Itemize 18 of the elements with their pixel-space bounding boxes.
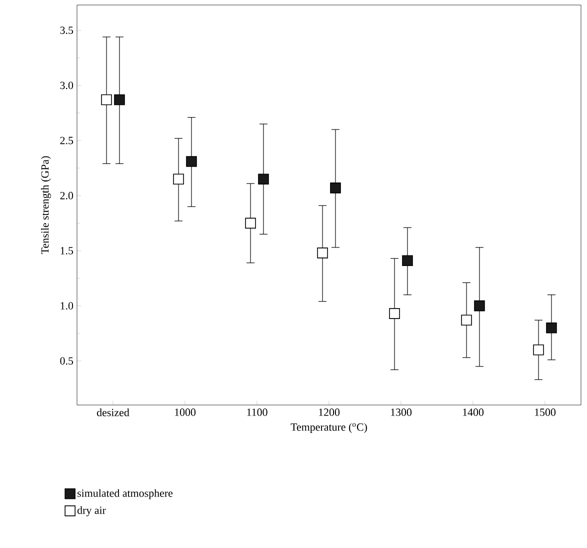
y-tick-label: 3.5 <box>60 26 74 34</box>
y-tick-label: 2.0 <box>60 192 74 200</box>
y-axis-title: Tensile strength (GPa) <box>40 156 51 254</box>
x-tick-label: 1000 <box>175 408 196 416</box>
y-tick-label: 0.5 <box>60 357 74 365</box>
y-tick-label: 2.5 <box>60 136 74 144</box>
x-axis-title: Temperature ($^{o}$C) <box>290 423 367 434</box>
x-tick-label: desized <box>96 408 130 416</box>
legend-label: simulated atmosphere <box>78 489 173 500</box>
x-tick-label: 1400 <box>463 408 484 416</box>
legend-label: dry air <box>77 506 106 516</box>
x-tick-label: 1100 <box>247 408 268 416</box>
x-tick-label: 1300 <box>391 408 412 416</box>
y-tick-label: 1.0 <box>60 302 74 310</box>
x-tick-label: 1500 <box>535 408 556 416</box>
y-tick-label: 1.5 <box>60 247 74 254</box>
x-tick-label: 1200 <box>319 408 340 416</box>
y-tick-label: 3.0 <box>60 82 74 90</box>
